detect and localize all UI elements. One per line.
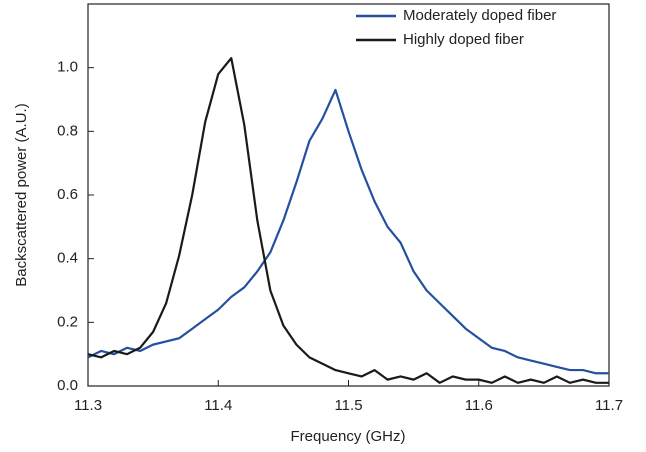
x-tick-label: 11.7 bbox=[595, 397, 623, 414]
legend-label: Highly doped fiber bbox=[403, 31, 524, 48]
y-tick-label: 0.6 bbox=[57, 186, 78, 203]
x-tick-label: 11.4 bbox=[204, 397, 232, 414]
x-tick-label: 11.6 bbox=[465, 397, 493, 414]
y-tick-label: 0.4 bbox=[57, 250, 78, 267]
data-line bbox=[87, 57, 609, 384]
y-axis-label: Backscattered power (A.U.) bbox=[13, 103, 30, 286]
y-tick-label: 0.2 bbox=[57, 313, 78, 330]
x-tick-label: 11.5 bbox=[334, 397, 362, 414]
x-axis-label: Frequency (GHz) bbox=[290, 428, 405, 445]
plot-frame bbox=[87, 3, 610, 387]
x-tick-label: 11.3 bbox=[74, 397, 102, 414]
y-tick-label: 0.8 bbox=[57, 122, 78, 139]
legend-label: Moderately doped fiber bbox=[403, 7, 556, 24]
y-tick-label: 1.0 bbox=[57, 59, 78, 76]
data-line bbox=[87, 88, 609, 375]
y-tick-label: 0.0 bbox=[57, 377, 78, 394]
